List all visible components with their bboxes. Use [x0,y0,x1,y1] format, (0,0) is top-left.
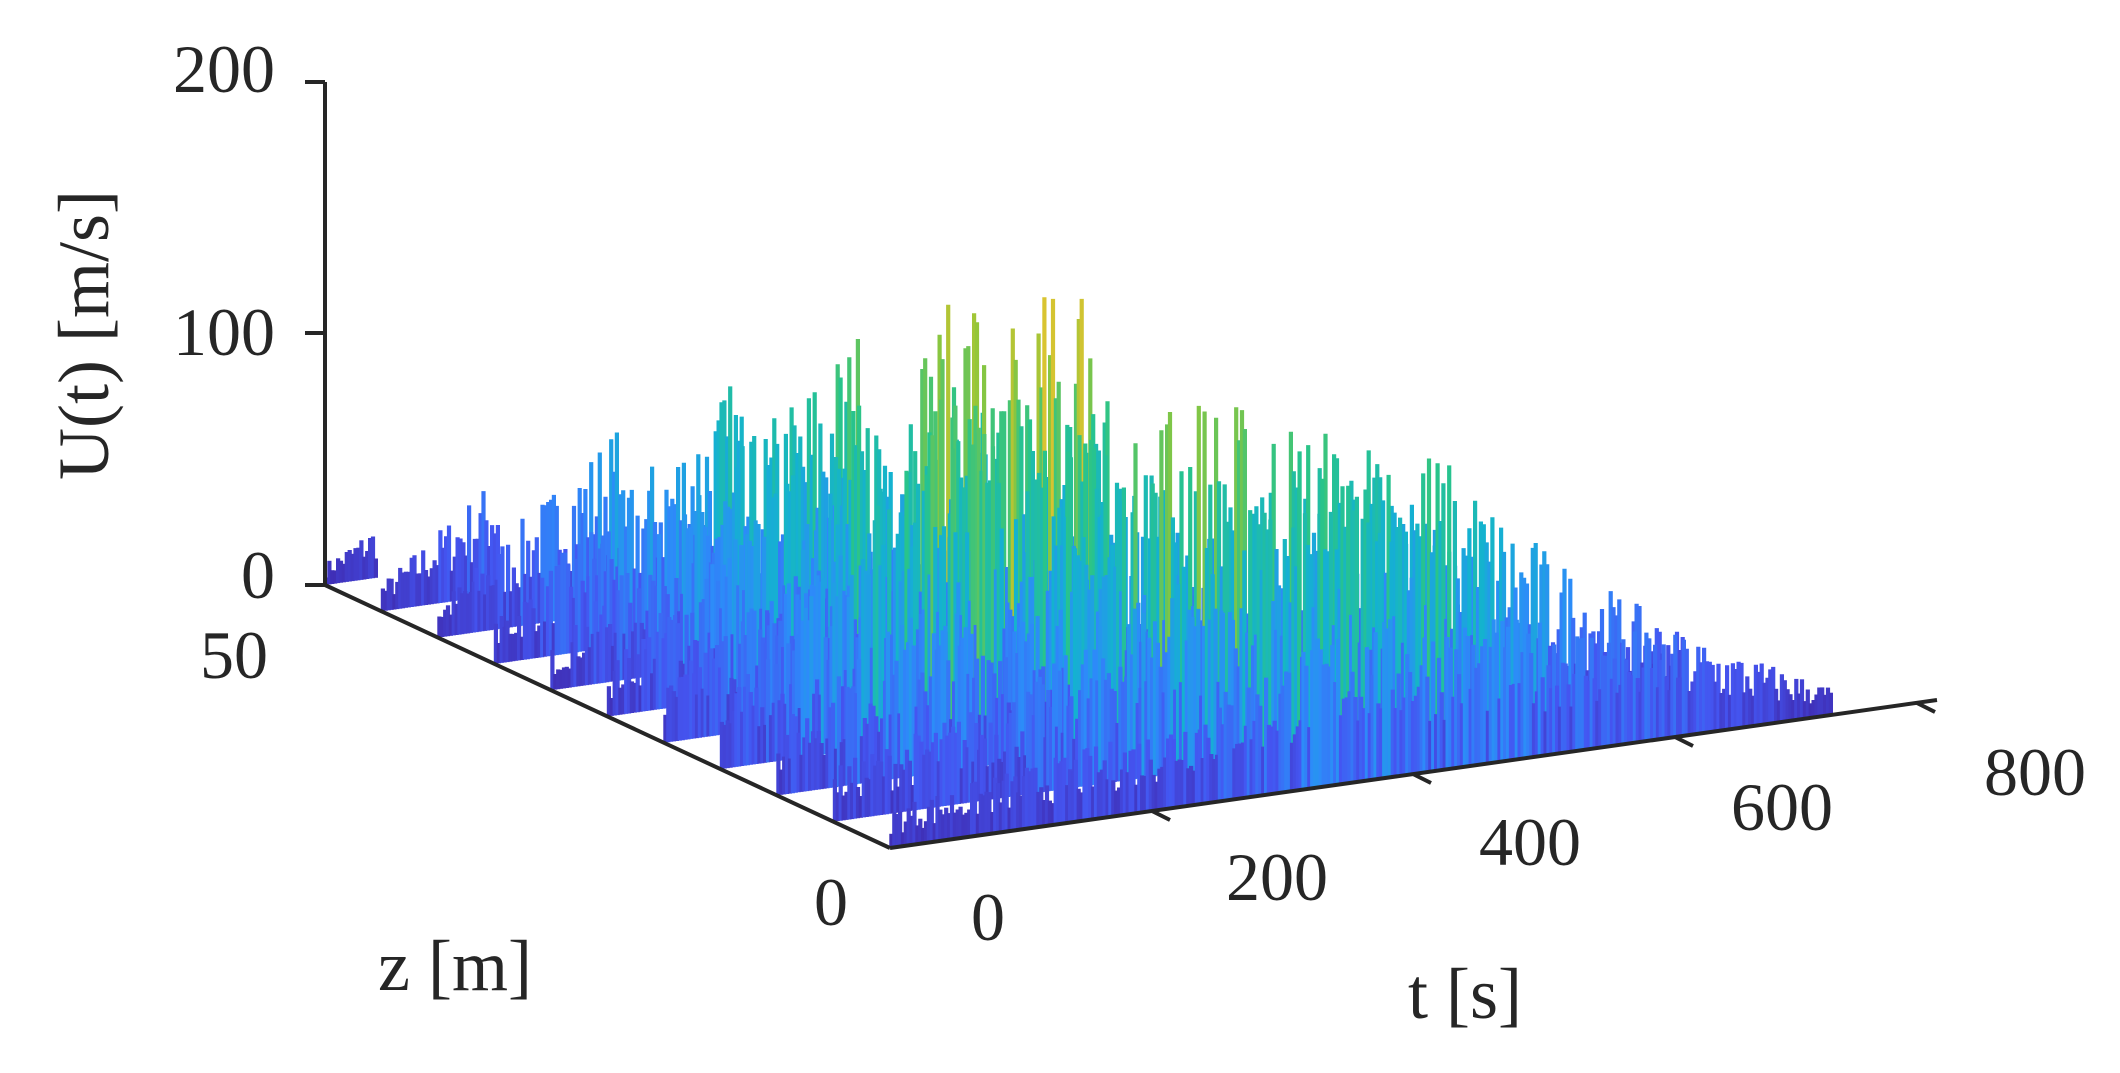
t-tick-label-800: 800 [1984,734,2086,810]
t-tick-mark-400 [1412,772,1432,785]
u-tick-label-200: 200 [173,31,275,107]
z-axis-label: z [m] [378,926,532,1006]
t-tick-label-400: 400 [1479,804,1581,880]
waterfall-surface [324,297,1834,848]
u-tick-label-100: 100 [173,294,275,370]
z-tick-label-50: 50 [200,617,268,693]
t-tick-mark-800 [1916,701,1936,714]
ribbon-z-0 [889,618,1834,848]
ribbon-z-50 [324,536,378,585]
u-axis-label: U(t) [m/s] [44,190,124,480]
t-axis-label: t [s] [1408,954,1522,1034]
t-tick-mark-600 [1674,735,1694,748]
u-tick-label-0: 0 [241,537,275,613]
t-tick-label-0: 0 [971,879,1005,955]
z-tick-label-0: 0 [814,864,848,940]
z-axis-line [324,583,891,850]
t-tick-label-600: 600 [1731,769,1833,845]
t-tick-label-200: 200 [1226,839,1328,915]
t-tick-mark-200 [1151,809,1171,822]
